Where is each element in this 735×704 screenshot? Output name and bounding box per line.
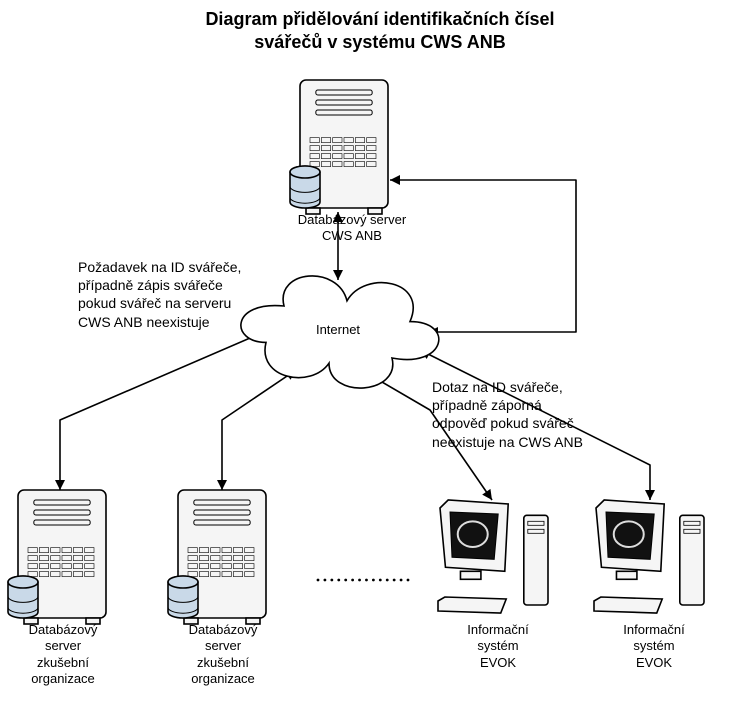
- top-server-label: Databázový server CWS ANB: [272, 212, 432, 245]
- annotation-left: Požadavek na ID svářeče, případně zápis …: [78, 258, 298, 331]
- evok2-label: Informační systém EVOK: [604, 622, 704, 671]
- annotation-right: Dotaz na ID svářeče, případně záporná od…: [432, 378, 652, 451]
- cloud-label: Internet: [298, 322, 378, 338]
- server-left2-label: Databázový server zkušební organizace: [163, 622, 283, 687]
- evok1-label: Informační systém EVOK: [448, 622, 548, 671]
- server-left1-label: Databázový server zkušební organizace: [3, 622, 123, 687]
- diagram-canvas: Diagram přidělování identifikačních číse…: [0, 0, 735, 704]
- diagram-svg: [0, 0, 735, 704]
